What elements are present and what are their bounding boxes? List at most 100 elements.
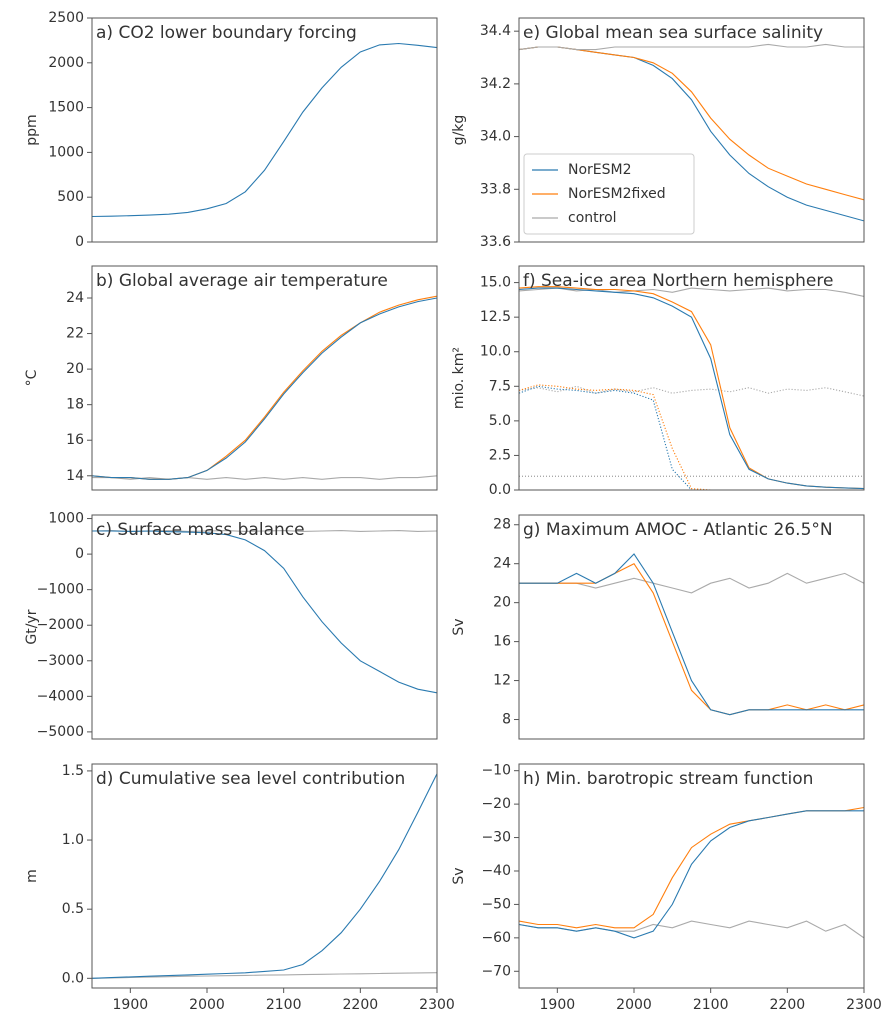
series-line: [519, 287, 864, 490]
plot-frame: [518, 514, 865, 740]
y-tick-label: 15.0: [480, 275, 511, 291]
plot-area: [92, 295, 437, 480]
plot-frame: [91, 265, 438, 491]
panel: 0 500 1000 1500 2000 2500 a) CO2 lower boundar…: [24, 10, 438, 250]
y-axis-label: ppm: [24, 114, 40, 145]
legend-label: control: [568, 210, 617, 226]
y-tick-label: 1000: [48, 511, 84, 527]
plot-area: [519, 286, 864, 490]
y-tick-label: −2000: [37, 617, 84, 633]
series-line: [92, 530, 437, 694]
plot-frame: [518, 265, 865, 491]
y-axis-label: m: [24, 869, 40, 883]
y-tick-label: −4000: [37, 688, 84, 704]
y-tick-label: 18: [66, 397, 84, 413]
panel-title: e) Global mean sea surface salinity: [523, 23, 823, 43]
y-tick-label: −1000: [37, 582, 84, 598]
y-axis-label: °C: [24, 369, 40, 386]
x-tick-label: 1900: [540, 997, 576, 1011]
series-line: [92, 773, 437, 979]
y-tick-label: −3000: [37, 653, 84, 669]
y-tick-label: 5.0: [489, 413, 511, 429]
y-axis-label: Gt/yr: [24, 609, 40, 644]
legend-label: NorESM2fixed: [568, 186, 666, 202]
y-tick-label: 0.0: [489, 482, 511, 498]
y-tick-label: 34.4: [480, 23, 511, 39]
plot-frame: [91, 514, 438, 740]
plot-frame: [91, 17, 438, 243]
x-tick-label: 2100: [266, 997, 302, 1011]
series-line: [92, 42, 437, 218]
series-line: [519, 810, 864, 939]
y-tick-label: 1500: [48, 100, 84, 116]
x-tick-label: 2200: [343, 997, 379, 1011]
y-axis-label: Sv: [451, 618, 467, 635]
y-tick-label: 500: [57, 189, 84, 205]
panel: 0.0 2.5 5.0 7.5 10.0 12.5 15.0 f) Sea-ice area …: [451, 265, 865, 498]
panel: 33.6 33.8 34.0 34.2 34.4 e) Global mean sea s…: [451, 17, 865, 250]
y-tick-label: 24: [66, 290, 84, 306]
y-tick-label: 1000: [48, 144, 84, 160]
x-tick-label: 2000: [616, 997, 652, 1011]
panel: −70 −60 −50 −40 −30 −20 −10 1900 2000 2100 2200 230…: [451, 763, 882, 1011]
series-line: [519, 384, 864, 490]
panel: 0.0 0.5 1.0 1.5 1900 2000 2100 2200 2300 d) Cumul…: [24, 763, 455, 1011]
panel-title: g) Maximum AMOC - Atlantic 26.5°N: [523, 520, 833, 540]
y-tick-label: −20: [481, 796, 511, 812]
series-line: [519, 553, 864, 716]
y-tick-label: 22: [66, 326, 84, 342]
y-tick-label: 0.5: [62, 901, 84, 917]
legend-box: [523, 153, 695, 235]
y-tick-label: 12.5: [480, 309, 511, 325]
y-tick-label: 1.5: [62, 763, 84, 779]
series-line: [519, 287, 864, 297]
x-tick-label: 2300: [846, 997, 882, 1011]
x-tick-label: 2300: [419, 997, 455, 1011]
y-tick-label: 12: [493, 673, 511, 689]
series-line: [519, 385, 864, 490]
y-tick-label: 1.0: [62, 832, 84, 848]
series-line: [519, 806, 864, 929]
y-tick-label: −10: [481, 763, 511, 779]
y-tick-label: 2500: [48, 10, 84, 26]
y-tick-label: 20: [66, 361, 84, 377]
y-tick-label: −5000: [37, 724, 84, 740]
y-tick-label: 20: [493, 595, 511, 611]
y-tick-label: 0.0: [62, 970, 84, 986]
plot-frame: [91, 763, 438, 989]
x-tick-label: 2100: [693, 997, 729, 1011]
y-tick-label: −60: [481, 930, 511, 946]
y-axis-label: g/kg: [451, 115, 467, 146]
series-line: [92, 295, 437, 480]
y-tick-label: −30: [481, 830, 511, 846]
y-tick-label: 34.2: [480, 76, 511, 92]
legend: NorESM2 NorESM2fixed control: [523, 153, 695, 235]
y-tick-label: 33.6: [480, 234, 511, 250]
y-tick-label: 0: [75, 546, 84, 562]
plot-area: [519, 806, 864, 939]
series-line: [519, 562, 864, 716]
y-tick-label: 16: [66, 432, 84, 448]
panel-title: b) Global average air temperature: [96, 271, 388, 291]
legend-label: NorESM2: [568, 162, 632, 178]
y-tick-label: 0: [75, 234, 84, 250]
panel-title: a) CO2 lower boundary forcing: [96, 23, 357, 43]
y-axis-label: Sv: [451, 867, 467, 884]
y-tick-label: −40: [481, 863, 511, 879]
y-tick-label: 16: [493, 634, 511, 650]
plot-area: [92, 530, 437, 694]
y-tick-label: 8: [502, 712, 511, 728]
y-tick-label: 34.0: [480, 129, 511, 145]
y-tick-label: 33.8: [480, 181, 511, 197]
series-line: [519, 385, 864, 397]
y-tick-label: 14: [66, 468, 84, 484]
series-line: [519, 43, 864, 51]
x-tick-label: 1900: [113, 997, 149, 1011]
x-tick-label: 2200: [770, 997, 806, 1011]
x-tick-label: 2000: [189, 997, 225, 1011]
series-line: [519, 920, 864, 939]
y-tick-label: −50: [481, 896, 511, 912]
panel: 8 12 16 20 24 28 g) Maximum AMOC - Atlantic 26…: [451, 514, 865, 740]
y-tick-label: −70: [481, 963, 511, 979]
